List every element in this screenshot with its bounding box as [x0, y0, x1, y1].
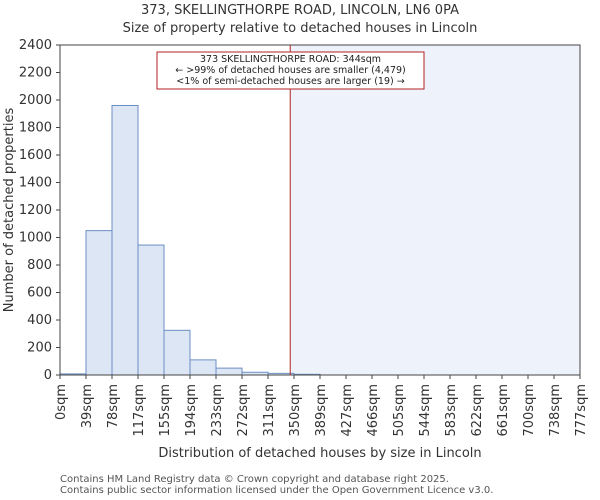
- histogram-bar: [85, 230, 113, 376]
- footer-line2: Contains public sector information licen…: [60, 485, 494, 496]
- x-tick-label: 233sqm: [210, 384, 225, 437]
- y-tick-label: 1400: [19, 176, 52, 191]
- x-tick-label: 777sqm: [574, 384, 589, 437]
- x-tick-label: 505sqm: [392, 384, 407, 437]
- x-tick-label: 583sqm: [444, 384, 459, 437]
- x-tick-label: 117sqm: [132, 384, 147, 437]
- highlight-region: [290, 45, 580, 375]
- x-tick-label: 0sqm: [54, 384, 69, 420]
- histogram-bar: [163, 329, 191, 376]
- x-tick-label: 39sqm: [80, 384, 95, 428]
- chart-title-line1: 373, SKELLINGTHORPE ROAD, LINCOLN, LN6 0…: [141, 3, 459, 18]
- annotation-line: ← >99% of detached houses are smaller (4…: [175, 65, 406, 76]
- y-tick-label: 0: [44, 368, 52, 383]
- y-tick-label: 1000: [19, 231, 52, 246]
- y-tick-label: 200: [27, 341, 52, 356]
- annotation-line: 373 SKELLINGTHORPE ROAD: 344sqm: [200, 54, 381, 65]
- x-tick-label: 272sqm: [236, 384, 251, 437]
- x-tick-label: 311sqm: [262, 384, 277, 437]
- histogram-bar: [137, 244, 165, 376]
- x-tick-label: 155sqm: [158, 384, 173, 437]
- y-tick-label: 2400: [19, 38, 52, 53]
- y-tick-label: 2000: [19, 93, 52, 108]
- y-tick-label: 2200: [19, 66, 52, 81]
- x-tick-label: 622sqm: [470, 384, 485, 437]
- y-tick-label: 1800: [19, 121, 52, 136]
- y-tick-label: 600: [27, 286, 52, 301]
- x-tick-label: 427sqm: [340, 384, 355, 437]
- annotation-box: [156, 51, 425, 90]
- histogram-bar: [189, 359, 217, 376]
- x-tick-label: 194sqm: [184, 384, 199, 437]
- x-tick-label: 78sqm: [106, 384, 121, 428]
- x-tick-label: 661sqm: [496, 384, 511, 437]
- x-tick-label: 700sqm: [522, 384, 537, 437]
- chart-title-line2: Size of property relative to detached ho…: [122, 21, 478, 36]
- x-tick-label: 544sqm: [418, 384, 433, 437]
- histogram-bar: [215, 367, 243, 376]
- y-axis-label: Number of detached properties: [2, 108, 17, 313]
- annotation-line: <1% of semi-detached houses are larger (…: [176, 76, 404, 87]
- x-tick-label: 466sqm: [366, 384, 381, 437]
- y-tick-label: 1600: [19, 148, 52, 163]
- x-tick-label: 350sqm: [288, 384, 303, 437]
- x-tick-label: 389sqm: [314, 384, 329, 437]
- y-tick-label: 800: [27, 258, 52, 273]
- histogram-chart: 0 200 400 600 800 1000 1200 1400 1600 1800 2000 220…: [2, 38, 589, 461]
- histogram-bar: [111, 105, 139, 376]
- x-tick-label: 738sqm: [548, 384, 563, 437]
- footer-line1: Contains HM Land Registry data © Crown c…: [60, 474, 449, 485]
- x-axis-label: Distribution of detached houses by size …: [158, 446, 481, 461]
- y-tick-label: 400: [27, 313, 52, 328]
- y-tick-label: 1200: [19, 203, 52, 218]
